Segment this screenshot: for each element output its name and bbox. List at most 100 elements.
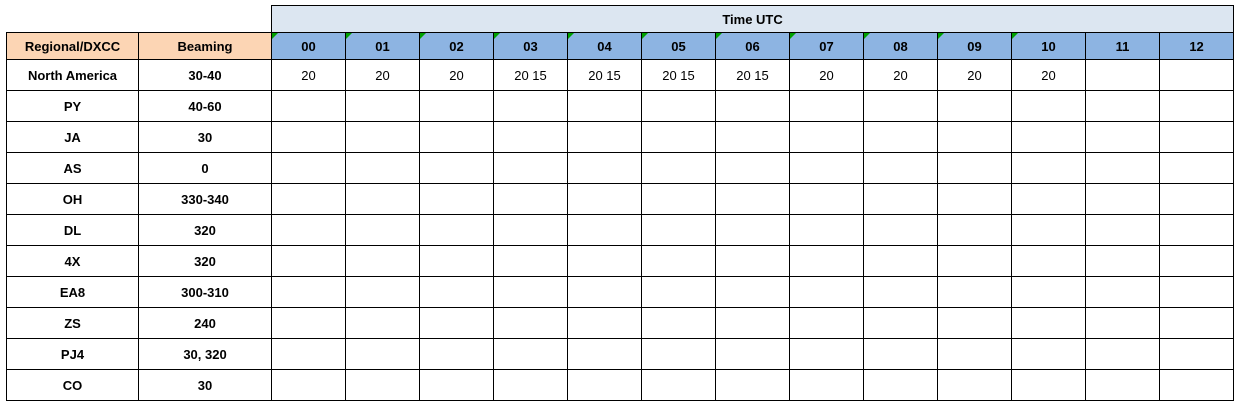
band-cell-04[interactable] [567, 121, 642, 153]
band-cell-05[interactable] [641, 121, 716, 153]
band-cell-10[interactable] [1011, 90, 1086, 122]
band-cell-08[interactable] [863, 245, 938, 277]
hour-header-04[interactable]: 04 [567, 32, 642, 60]
band-cell-02[interactable] [419, 121, 494, 153]
band-cell-08[interactable] [863, 338, 938, 370]
band-cell-07[interactable] [789, 369, 864, 401]
band-cell-04[interactable] [567, 245, 642, 277]
beaming-cell[interactable]: 240 [138, 307, 272, 339]
band-cell-07[interactable] [789, 152, 864, 184]
band-cell-03[interactable] [493, 369, 568, 401]
band-cell-07[interactable] [789, 90, 864, 122]
region-cell[interactable]: OH [6, 183, 139, 215]
band-cell-00[interactable] [271, 90, 346, 122]
band-cell-08[interactable] [863, 121, 938, 153]
band-cell-11[interactable] [1085, 183, 1160, 215]
band-cell-00[interactable] [271, 276, 346, 308]
band-cell-00[interactable] [271, 338, 346, 370]
band-cell-01[interactable] [345, 369, 420, 401]
band-cell-09[interactable] [937, 369, 1012, 401]
band-cell-07[interactable] [789, 338, 864, 370]
band-cell-04[interactable] [567, 338, 642, 370]
band-cell-11[interactable] [1085, 276, 1160, 308]
band-cell-11[interactable] [1085, 214, 1160, 246]
band-cell-06[interactable] [715, 369, 790, 401]
band-cell-00[interactable] [271, 152, 346, 184]
band-cell-12[interactable] [1158, 90, 1235, 122]
hour-header-03[interactable]: 03 [493, 32, 568, 60]
band-cell-10[interactable] [1011, 152, 1086, 184]
band-cell-09[interactable]: 20 [937, 59, 1012, 91]
band-cell-02[interactable] [419, 369, 494, 401]
band-cell-02[interactable]: 20 [419, 59, 494, 91]
band-cell-03[interactable] [493, 152, 568, 184]
band-cell-11[interactable] [1085, 59, 1160, 91]
time-utc-header[interactable]: Time UTC [270, 5, 1235, 33]
band-cell-01[interactable] [345, 183, 420, 215]
band-cell-12[interactable] [1158, 276, 1235, 308]
region-cell[interactable]: 4X [6, 245, 139, 277]
hour-header-05[interactable]: 05 [641, 32, 716, 60]
band-cell-03[interactable] [493, 214, 568, 246]
region-cell[interactable]: JA [6, 121, 139, 153]
band-cell-00[interactable] [271, 369, 346, 401]
band-cell-03[interactable]: 20 15 [493, 59, 568, 91]
band-cell-11[interactable] [1085, 152, 1160, 184]
band-cell-11[interactable] [1085, 307, 1160, 339]
band-cell-07[interactable]: 20 [789, 59, 864, 91]
band-cell-01[interactable] [345, 152, 420, 184]
band-cell-10[interactable] [1011, 369, 1086, 401]
band-cell-08[interactable]: 20 [863, 59, 938, 91]
band-cell-00[interactable] [271, 214, 346, 246]
band-cell-01[interactable] [345, 276, 420, 308]
band-cell-04[interactable] [567, 307, 642, 339]
band-cell-07[interactable] [789, 121, 864, 153]
band-cell-05[interactable] [641, 276, 716, 308]
hour-header-00[interactable]: 00 [271, 32, 346, 60]
band-cell-10[interactable] [1011, 276, 1086, 308]
band-cell-00[interactable]: 20 [271, 59, 346, 91]
band-cell-08[interactable] [863, 152, 938, 184]
hour-header-07[interactable]: 07 [789, 32, 864, 60]
band-cell-12[interactable] [1158, 183, 1235, 215]
band-cell-12[interactable] [1158, 245, 1235, 277]
band-cell-01[interactable]: 20 [345, 59, 420, 91]
band-cell-06[interactable] [715, 183, 790, 215]
band-cell-11[interactable] [1085, 245, 1160, 277]
band-cell-05[interactable] [641, 369, 716, 401]
band-cell-07[interactable] [789, 214, 864, 246]
band-cell-01[interactable] [345, 338, 420, 370]
band-cell-08[interactable] [863, 90, 938, 122]
band-cell-03[interactable] [493, 307, 568, 339]
band-cell-09[interactable] [937, 338, 1012, 370]
band-cell-02[interactable] [419, 152, 494, 184]
band-cell-06[interactable] [715, 338, 790, 370]
beaming-cell[interactable]: 30, 320 [138, 338, 272, 370]
band-cell-10[interactable] [1011, 183, 1086, 215]
band-cell-08[interactable] [863, 369, 938, 401]
band-cell-06[interactable] [715, 214, 790, 246]
band-cell-09[interactable] [937, 307, 1012, 339]
hour-header-02[interactable]: 02 [419, 32, 494, 60]
band-cell-04[interactable] [567, 90, 642, 122]
band-cell-05[interactable] [641, 90, 716, 122]
band-cell-09[interactable] [937, 183, 1012, 215]
band-cell-09[interactable] [937, 90, 1012, 122]
region-cell[interactable]: CO [6, 369, 139, 401]
band-cell-01[interactable] [345, 121, 420, 153]
band-cell-07[interactable] [789, 276, 864, 308]
region-cell[interactable]: ZS [6, 307, 139, 339]
band-cell-02[interactable] [419, 214, 494, 246]
band-cell-10[interactable] [1011, 338, 1086, 370]
band-cell-04[interactable] [567, 369, 642, 401]
band-cell-05[interactable]: 20 15 [641, 59, 716, 91]
band-cell-05[interactable] [641, 338, 716, 370]
band-cell-05[interactable] [641, 307, 716, 339]
beaming-cell[interactable]: 0 [138, 152, 272, 184]
band-cell-01[interactable] [345, 245, 420, 277]
band-cell-12[interactable] [1158, 307, 1235, 339]
band-cell-08[interactable] [863, 276, 938, 308]
band-cell-06[interactable] [715, 276, 790, 308]
region-cell[interactable]: PY [6, 90, 139, 122]
band-cell-08[interactable] [863, 307, 938, 339]
